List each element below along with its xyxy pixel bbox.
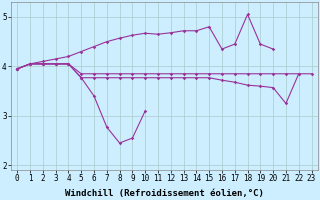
X-axis label: Windchill (Refroidissement éolien,°C): Windchill (Refroidissement éolien,°C) [65, 189, 264, 198]
